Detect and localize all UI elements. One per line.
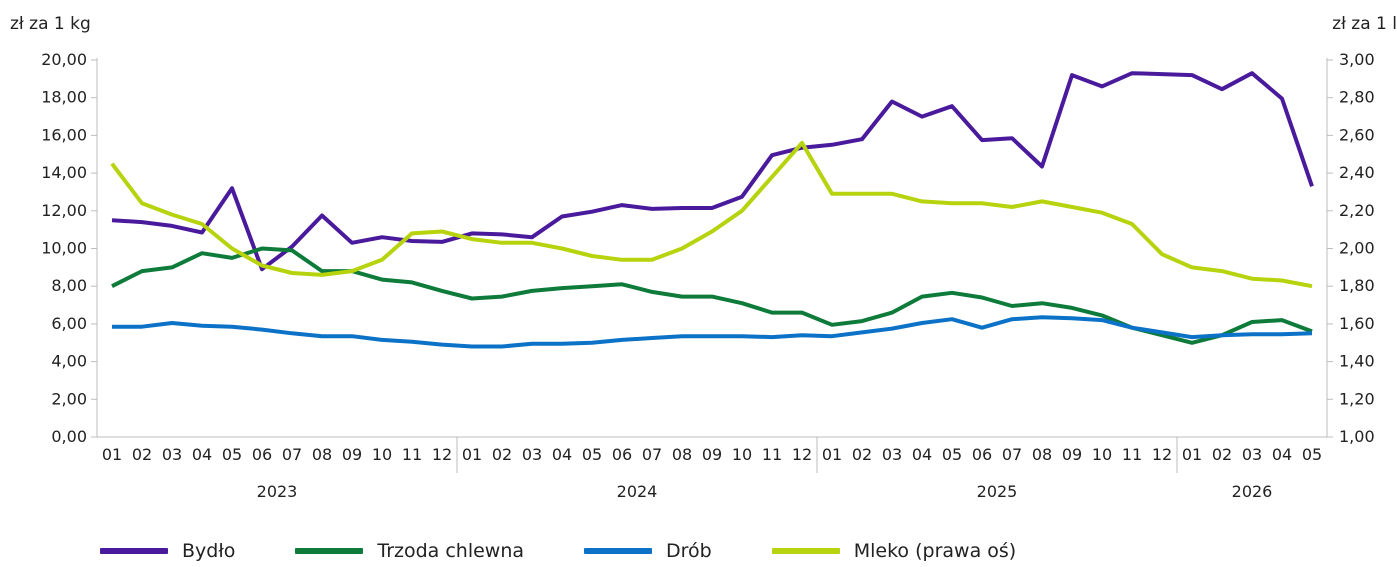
month-tick-label: 10 (1092, 445, 1112, 464)
left-tick-label: 8,00 (51, 276, 87, 295)
left-tick-label: 18,00 (41, 88, 87, 107)
month-tick-label: 01 (822, 445, 842, 464)
left-tick-label: 20,00 (41, 50, 87, 69)
month-tick-label: 09 (1062, 445, 1082, 464)
month-tick-label: 04 (552, 445, 572, 464)
month-tick-label: 02 (1212, 445, 1232, 464)
month-tick-label: 02 (132, 445, 152, 464)
right-tick-label: 2,40 (1339, 163, 1375, 182)
legend-label-drob: Drób (666, 540, 712, 562)
month-tick-label: 03 (882, 445, 902, 464)
legend-swatch-mleko (771, 548, 840, 554)
year-tick-label: 2024 (617, 482, 658, 501)
chart-legend: Bydło Trzoda chlewna Drób Mleko (prawa o… (100, 540, 1076, 562)
month-tick-label: 10 (732, 445, 752, 464)
right-tick-label: 1,60 (1339, 314, 1375, 333)
left-tick-label: 16,00 (41, 125, 87, 144)
legend-label-bydlo: Bydło (182, 540, 236, 562)
month-tick-label: 06 (252, 445, 272, 464)
right-axis-unit-label: zł za 1 l (1332, 14, 1397, 34)
month-tick-label: 02 (492, 445, 512, 464)
month-tick-label: 11 (1122, 445, 1142, 464)
month-tick-label: 03 (162, 445, 182, 464)
legend-swatch-drob (584, 548, 653, 554)
tick-labels-layer: 0,00 2,00 4,00 6,00 8,00 10,00 12,00 14,00 16,00… (41, 50, 1374, 501)
month-tick-label: 03 (522, 445, 542, 464)
legend-item-mleko: Mleko (prawa oś) (771, 540, 1017, 562)
month-tick-label: 05 (1302, 445, 1322, 464)
month-tick-label: 04 (912, 445, 932, 464)
right-tick-label: 2,80 (1339, 88, 1375, 107)
month-tick-label: 04 (1272, 445, 1292, 464)
month-tick-label: 01 (102, 445, 122, 464)
left-tick-label: 6,00 (51, 314, 87, 333)
month-tick-label: 03 (1242, 445, 1262, 464)
legend-label-trzoda: Trzoda chlewna (377, 540, 525, 562)
right-tick-label: 2,60 (1339, 125, 1375, 144)
month-tick-label: 06 (612, 445, 632, 464)
month-tick-label: 12 (792, 445, 812, 464)
month-tick-label: 09 (702, 445, 722, 464)
month-tick-label: 07 (282, 445, 302, 464)
month-tick-label: 05 (222, 445, 242, 464)
series-line-1 (111, 246, 1313, 345)
right-tick-label: 1,00 (1339, 427, 1375, 446)
month-tick-label: 10 (372, 445, 392, 464)
month-tick-label: 04 (192, 445, 212, 464)
right-tick-label: 2,20 (1339, 201, 1375, 220)
month-tick-label: 12 (432, 445, 452, 464)
legend-swatch-bydlo (100, 548, 168, 554)
right-tick-label: 1,40 (1339, 352, 1375, 371)
legend-item-bydlo: Bydło (100, 540, 235, 562)
right-tick-label: 3,00 (1339, 50, 1375, 69)
left-tick-label: 0,00 (51, 427, 87, 446)
left-tick-label: 12,00 (41, 201, 87, 220)
month-tick-label: 08 (1032, 445, 1052, 464)
month-tick-label: 09 (342, 445, 362, 464)
month-tick-label: 08 (672, 445, 692, 464)
left-axis-unit-label: zł za 1 kg (10, 14, 91, 34)
month-tick-label: 11 (762, 445, 782, 464)
series-line-2 (112, 315, 1313, 349)
month-tick-label: 05 (942, 445, 962, 464)
axes-layer (91, 58, 1333, 473)
month-tick-label: 07 (642, 445, 662, 464)
year-tick-label: 2023 (257, 482, 298, 501)
year-tick-label: 2026 (1232, 482, 1273, 501)
left-tick-label: 4,00 (51, 352, 87, 371)
left-tick-label: 10,00 (41, 239, 87, 258)
legend-label-mleko: Mleko (prawa oś) (853, 540, 1017, 562)
series-line-3 (110, 140, 1313, 289)
month-tick-label: 05 (582, 445, 602, 464)
legend-item-trzoda: Trzoda chlewna (295, 540, 524, 562)
year-tick-label: 2025 (977, 482, 1018, 501)
month-tick-label: 08 (312, 445, 332, 464)
right-tick-label: 1,80 (1339, 276, 1375, 295)
legend-swatch-trzoda (295, 548, 364, 554)
series-lines-layer (110, 71, 1314, 349)
month-tick-label: 06 (972, 445, 992, 464)
series-line-0 (111, 71, 1314, 272)
right-tick-label: 1,20 (1339, 389, 1375, 408)
month-tick-label: 11 (402, 445, 422, 464)
month-tick-label: 01 (1182, 445, 1202, 464)
legend-item-drob: Drób (584, 540, 712, 562)
month-tick-label: 12 (1152, 445, 1172, 464)
left-tick-label: 2,00 (51, 389, 87, 408)
month-tick-label: 02 (852, 445, 872, 464)
left-tick-label: 14,00 (41, 163, 87, 182)
month-tick-label: 01 (462, 445, 482, 464)
month-tick-label: 07 (1002, 445, 1022, 464)
right-tick-label: 2,00 (1339, 239, 1375, 258)
